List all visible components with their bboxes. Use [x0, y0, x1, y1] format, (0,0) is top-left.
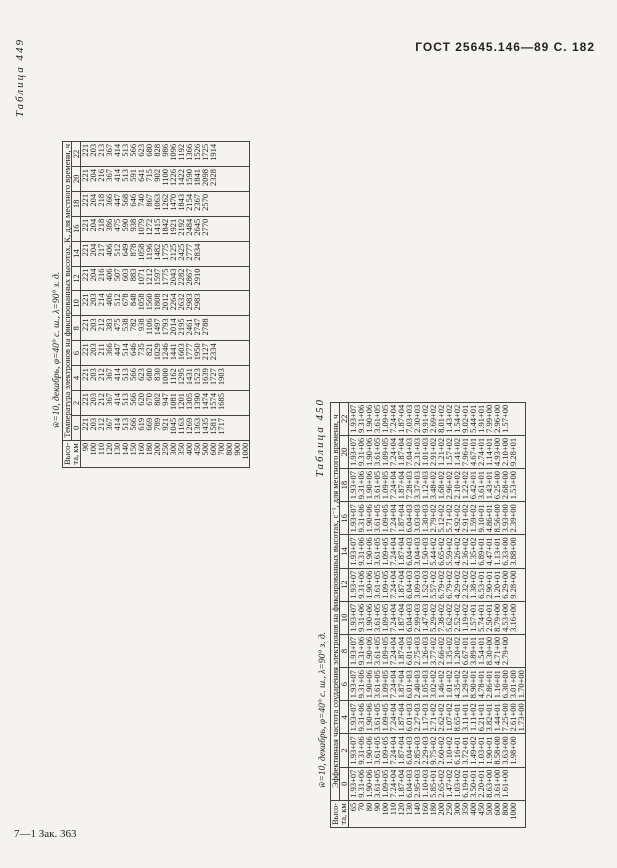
value-column: 221 204 216 367 414 513 591 641 715 902 …	[80, 166, 250, 192]
value-column: 221 203 211 366 447 514 646 735 821 1029…	[80, 340, 250, 366]
value-column: 221 203 212 383 475 538 782 938 1106 149…	[80, 315, 250, 341]
value-column: 1.93+07 9.31+06 1.90+06 3.61+05 1.09+05 …	[348, 634, 526, 668]
table-title: w̄=10, декабрь, φ=40° с. ш., λ=90° з. д.	[52, 271, 62, 428]
value-column: 221 203 212 367 414 513 566 619 669 789 …	[80, 415, 250, 441]
height-header: Высо- та, км	[330, 800, 349, 828]
value-column: 221 203 213 367 414 513 566 623 680 828 …	[80, 141, 250, 167]
subheader: Эффективная частота соударения электроно…	[330, 402, 340, 801]
value-column: 221 203 212 367 414 513 566 623 680 830 …	[80, 365, 250, 391]
value-column: 221 204 216 406 507 603 883 1071 1212 15…	[80, 266, 250, 291]
table-label: Таблица 449	[14, 38, 26, 118]
data-table: Высо- та, км Температура электронов на фи…	[62, 141, 250, 468]
table-449: Таблица 449 w̄=10, декабрь, φ=40° с. ш.,…	[14, 38, 300, 468]
value-column: 1.93+07 9.31+06 1.90+06 3.61+05 1.09+05 …	[348, 601, 526, 635]
value-column: 221 204 218 366 447 568 646 740 867 1063…	[80, 191, 250, 217]
height-column: 90 100 110 120 130 140 150 160 180 200 2…	[80, 440, 250, 468]
value-column: 1.93+07 9.31+06 1.90+06 3.61+05 1.09+05 …	[348, 667, 526, 701]
page-header: ГОСТ 25645.146—89 С. 182	[415, 40, 595, 54]
data-table: Высо- та, км Эффективная частота соударен…	[330, 402, 526, 828]
subheader: Температура электронов на фиксированных …	[62, 141, 72, 441]
table-title: w̄=10, декабрь, φ=40° с. ш., λ=90° з. д.	[318, 631, 328, 788]
height-column: 65 70 80 90 100 110 120 130 140 160 180 …	[348, 800, 526, 828]
value-column: 221 204 218 386 475 590 938 1079 1272 14…	[80, 216, 250, 242]
value-column: 1.93+07 9.31+06 1.90+06 3.61+05 1.09+05 …	[348, 468, 526, 502]
table-label: Таблица 450	[314, 398, 326, 478]
value-column: 1.93+07 9.31+06 1.90+06 3.61+05 1.09+05 …	[348, 501, 526, 535]
value-column: 1.93+07 9.31+06 1.90+06 3.61+05 1.09+05 …	[348, 733, 526, 768]
value-column: 1.93+07 9.31+06 1.90+06 3.61+05 1.09+05 …	[348, 435, 526, 469]
table-450: Таблица 450 w̄=10, декабрь, φ=40° с. ш.,…	[314, 398, 580, 828]
value-column: 1.93+07 9.31+06 1.90+06 3.61+05 1.09+05 …	[348, 402, 526, 436]
page-footer: 7—1 Зак. 363	[14, 828, 77, 840]
value-column: 221 203 212 367 414 513 566 620 670 802 …	[80, 390, 250, 416]
value-column: 1.93+07 9.31+06 1.90+06 3.61+05 1.09+05 …	[348, 767, 526, 801]
value-column: 1.93+07 9.31+06 1.90+06 3.61+05 1.09+05 …	[348, 568, 526, 602]
height-header: Высо- та, км	[62, 440, 81, 468]
value-column: 221 203 214 406 512 678 848 1058 1560 18…	[80, 290, 250, 316]
value-column: 1.93+07 9.31+06 1.90+06 3.61+05 1.09+05 …	[348, 700, 526, 734]
value-column: 221 204 217 406 512 649 878 1058 1196 14…	[80, 241, 250, 267]
value-column: 1.93+07 9.31+06 1.90+06 3.61+05 1.09+05 …	[348, 534, 526, 569]
